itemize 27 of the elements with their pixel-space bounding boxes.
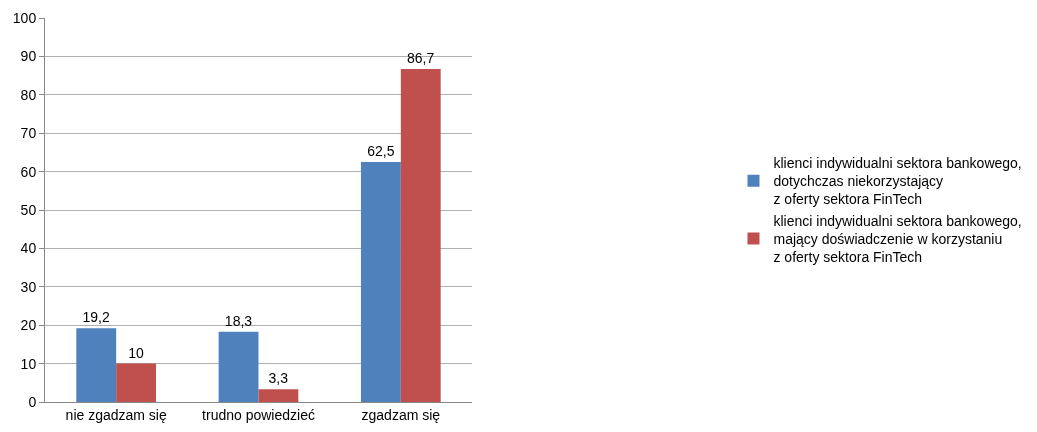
y-tick-label: 40: [20, 240, 37, 257]
y-tick-label: 80: [20, 86, 37, 103]
x-tick-label: trudno powiedzieć: [202, 406, 315, 423]
data-label: 86,7: [407, 50, 435, 67]
bar: [218, 331, 259, 402]
y-tick-label: 60: [20, 163, 37, 180]
bar: [400, 69, 441, 402]
bar: [258, 389, 299, 402]
data-label: 10: [128, 344, 144, 361]
y-tick-label: 50: [20, 201, 37, 218]
y-tick-label: 0: [28, 393, 37, 410]
y-tick-label: 70: [20, 125, 37, 142]
y-tick-label: 90: [20, 48, 37, 65]
bar: [360, 162, 401, 402]
x-tick-label: nie zgadzam się: [65, 406, 167, 423]
y-tick-label: 30: [20, 278, 37, 295]
y-tick-label: 20: [20, 317, 37, 334]
bar: [76, 328, 117, 402]
data-label: 3,3: [268, 370, 289, 387]
data-label: 18,3: [224, 312, 253, 329]
x-tick-label: zgadzam się: [361, 406, 441, 423]
data-label: 62,5: [367, 143, 395, 159]
data-label: 19,2: [82, 309, 110, 326]
legend-label: klienci indywidualni sektora bankowego, mający doświadczenie w korzystaniu z oferty sektora FinTech: [773, 212, 1022, 266]
y-tick-label: 10: [20, 355, 37, 372]
bar: [116, 363, 157, 402]
y-tick-label: 100: [12, 9, 37, 26]
